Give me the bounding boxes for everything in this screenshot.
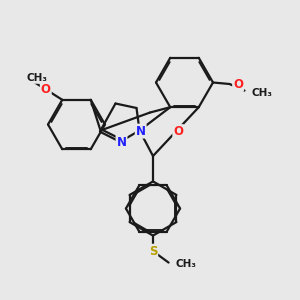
Text: N: N: [116, 136, 127, 149]
Text: CH₃: CH₃: [27, 73, 48, 83]
Text: CH₃: CH₃: [175, 259, 196, 269]
Text: S: S: [149, 245, 157, 258]
Text: O: O: [173, 125, 183, 138]
Text: CH₃: CH₃: [251, 88, 272, 98]
Text: O: O: [233, 77, 243, 91]
Text: O: O: [41, 83, 51, 96]
Text: N: N: [136, 124, 146, 138]
